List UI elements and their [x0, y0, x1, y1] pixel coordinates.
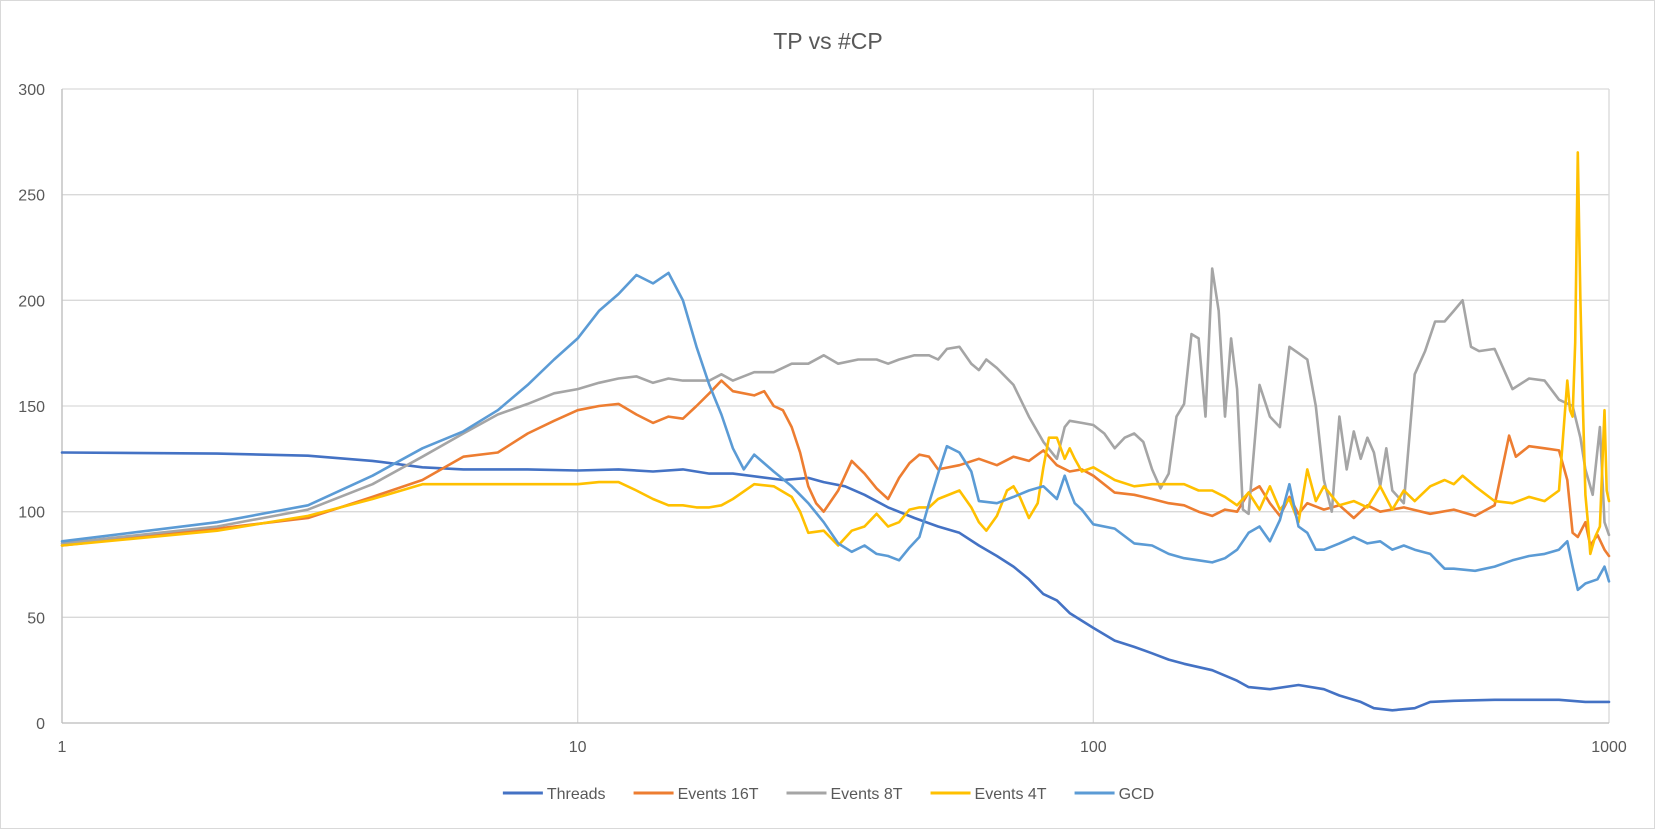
axes: 0 50 100 150 200 250 300 1 10 100 1000 [18, 82, 1627, 756]
legend-item: Events 4T [930, 786, 1047, 803]
y-tick-label: 100 [18, 505, 45, 522]
legend: Threads Events 16T Events 8T Events 4T GCD [502, 786, 1155, 803]
chart-title: TP vs #CP [773, 28, 883, 54]
legend-label: Events 8T [831, 786, 903, 803]
series-line-2 [60, 267, 1611, 545]
y-tick-label: 0 [36, 716, 45, 733]
y-tick-label: 300 [18, 82, 45, 99]
legend-item: Threads [502, 786, 606, 803]
x-tick-label: 1 [58, 739, 67, 756]
gridlines [61, 88, 1610, 724]
x-tick-label: 1000 [1591, 739, 1627, 756]
legend-label: GCD [1119, 786, 1155, 803]
y-tick-label: 250 [18, 188, 45, 205]
legend-label: Threads [547, 786, 606, 803]
x-tick-label: 100 [1080, 739, 1107, 756]
y-tick-label: 50 [27, 610, 45, 627]
legend-item: Events 16T [633, 786, 759, 803]
series-lines [60, 151, 1611, 712]
y-tick-label: 200 [18, 293, 45, 310]
series-line-0 [60, 451, 1611, 712]
legend-item: GCD [1074, 786, 1155, 803]
x-tick-label: 10 [569, 739, 587, 756]
series-line-1 [60, 379, 1611, 558]
y-tick-label: 150 [18, 399, 45, 416]
legend-item: Events 8T [786, 786, 903, 803]
series-line-4 [60, 271, 1611, 592]
legend-label: Events 4T [975, 786, 1047, 803]
legend-label: Events 16T [678, 786, 759, 803]
series-line-3 [60, 151, 1611, 556]
